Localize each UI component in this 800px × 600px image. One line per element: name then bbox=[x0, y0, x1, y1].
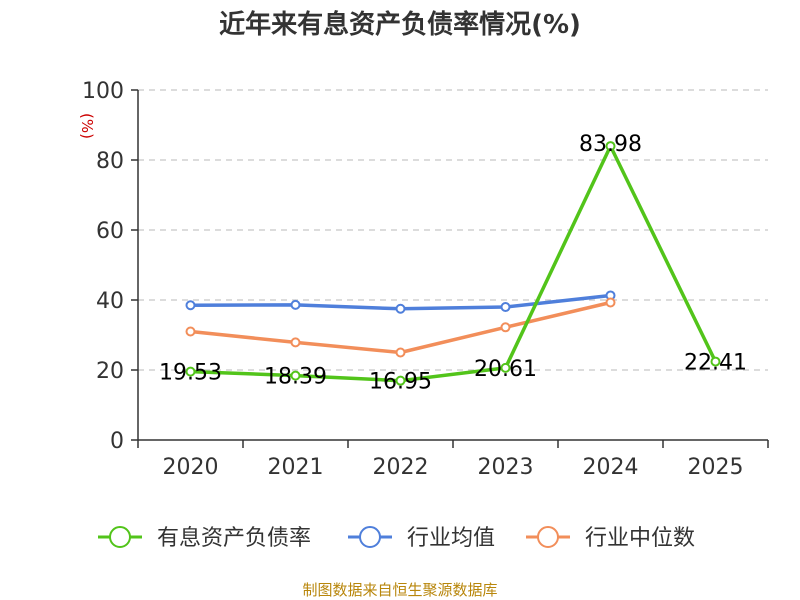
legend: 有息资产负债率 行业均值 行业中位数 bbox=[98, 526, 695, 551]
data-point bbox=[605, 141, 616, 152]
x-tick-label: 2020 bbox=[163, 455, 219, 480]
y-axis-label: (%) bbox=[78, 113, 96, 139]
y-tick-label: 0 bbox=[110, 429, 124, 454]
x-tick-label: 2021 bbox=[268, 455, 324, 480]
legend-marker bbox=[359, 526, 381, 548]
data-label: 19.53 bbox=[159, 361, 222, 386]
legend-label: 有息资产负债率 bbox=[157, 526, 311, 551]
data-point bbox=[395, 375, 406, 386]
x-tick-label: 2025 bbox=[688, 455, 744, 480]
y-tick-label: 60 bbox=[96, 219, 124, 244]
data-point bbox=[605, 297, 616, 308]
data-labels: 19.53 18.39 16.95 20.61 83.98 22.41 bbox=[159, 132, 747, 395]
data-point bbox=[185, 300, 196, 311]
data-point bbox=[290, 337, 301, 348]
gridlines bbox=[138, 89, 768, 371]
data-point bbox=[185, 366, 196, 377]
y-tick-label: 80 bbox=[96, 149, 124, 174]
series-line bbox=[188, 144, 718, 383]
data-point bbox=[290, 299, 301, 310]
legend-item: 行业中位数 bbox=[526, 526, 695, 551]
source-note: 制图数据来自恒生聚源数据库 bbox=[302, 581, 497, 599]
data-label: 16.95 bbox=[369, 370, 432, 395]
data-point bbox=[500, 322, 511, 333]
y-tick-label: 40 bbox=[96, 289, 124, 314]
data-point bbox=[395, 347, 406, 358]
data-label: 18.39 bbox=[264, 365, 327, 390]
legend-label: 行业中位数 bbox=[585, 526, 695, 551]
data-point bbox=[395, 303, 406, 314]
legend-item: 行业均值 bbox=[348, 526, 495, 551]
chart-title: 近年来有息资产负债率情况(%) bbox=[219, 9, 581, 40]
axes: 0 20 40 60 80 100 2020 2021 2022 2023 2024 2025 bbox=[82, 79, 769, 480]
legend-label: 行业均值 bbox=[407, 526, 495, 551]
data-label: 83.98 bbox=[579, 132, 642, 157]
y-tick-label: 100 bbox=[82, 79, 124, 104]
data-point bbox=[500, 302, 511, 312]
x-tick-label: 2022 bbox=[373, 455, 429, 480]
data-point bbox=[710, 356, 721, 367]
data-point bbox=[290, 370, 301, 381]
series-lines bbox=[185, 141, 721, 386]
legend-item: 有息资产负债率 bbox=[98, 526, 311, 551]
legend-marker bbox=[109, 526, 131, 548]
data-label: 22.41 bbox=[684, 351, 747, 376]
data-point bbox=[500, 362, 511, 373]
data-label: 20.61 bbox=[474, 357, 537, 382]
data-point bbox=[185, 326, 196, 337]
legend-marker bbox=[537, 526, 559, 548]
x-tick-label: 2024 bbox=[583, 455, 639, 480]
y-tick-label: 20 bbox=[96, 359, 124, 384]
x-tick-label: 2023 bbox=[478, 455, 534, 480]
